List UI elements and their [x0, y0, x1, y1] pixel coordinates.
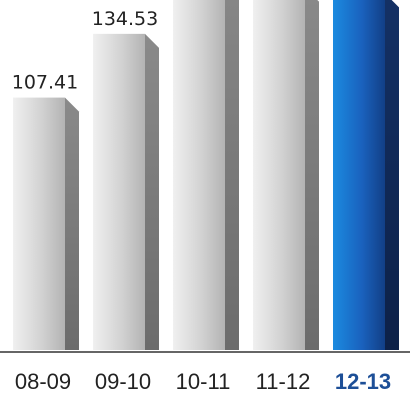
x-tick-label-10-11: 10-11 [176, 369, 231, 394]
x-tick-label-09-10: 09-10 [95, 369, 151, 394]
bar-12-13 [333, 0, 399, 350]
bar-09-10 [93, 33, 159, 351]
bar-10-11 [173, 0, 239, 351]
bar-front-face [93, 33, 145, 351]
bar-side-face [385, 0, 399, 350]
x-tick-label-11-12: 11-12 [256, 369, 311, 394]
bar-08-09 [13, 97, 79, 350]
bar-side-face [145, 33, 159, 351]
bar-front-face [253, 0, 305, 350]
x-tick-label-12-13: 12-13 [335, 369, 391, 394]
bar-front-face [173, 0, 225, 351]
bar-side-face [65, 97, 79, 350]
x-tick-label-08-09: 08-09 [15, 369, 71, 394]
bars-group [13, 0, 399, 351]
x-axis-tick-labels: 08-09 09-10 10-11 11-12 12-13 [15, 369, 391, 394]
bar-side-face [305, 0, 319, 350]
bar-front-face [333, 0, 385, 350]
bar-front-face [13, 97, 65, 350]
bar-11-12 [253, 0, 319, 350]
data-label-08-09: 107.41 [12, 72, 78, 94]
bar-side-face [225, 0, 239, 350]
data-label-09-10: 134.53 [92, 8, 158, 30]
